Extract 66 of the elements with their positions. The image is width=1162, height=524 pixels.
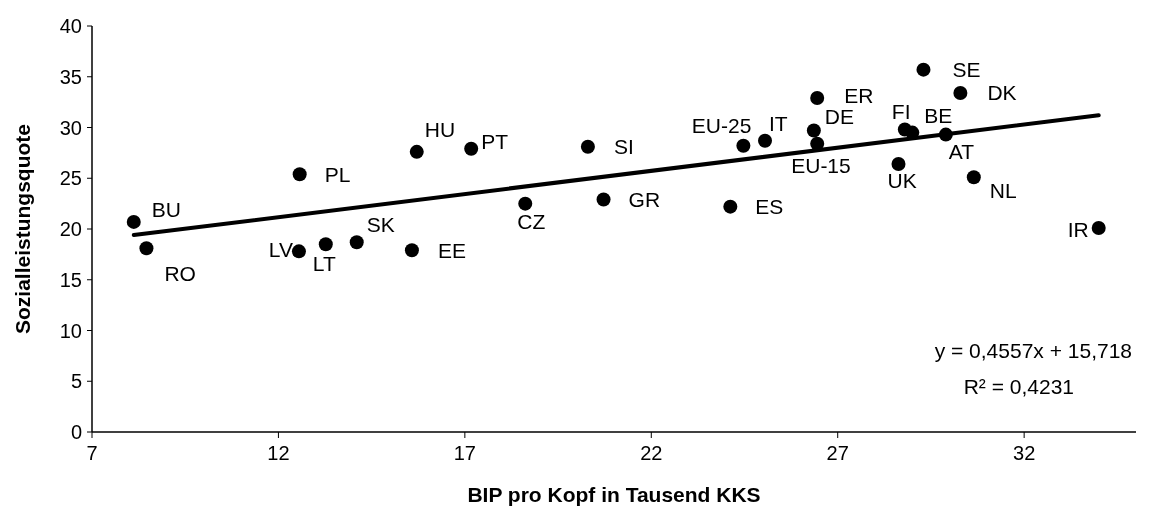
annotation: IR [1067,218,1089,242]
x-tick-label: 32 [1013,442,1036,464]
point [126,214,141,229]
annotation: SI [613,135,634,159]
annotation: ER [844,83,874,107]
point [810,91,825,106]
annotation: RO [164,261,196,285]
point [736,138,751,153]
annotation: IT [769,112,788,136]
y-tick-label: 25 [59,167,82,190]
point [596,192,611,207]
y-tick-label: 35 [59,65,82,88]
y-tick-label: 15 [59,268,82,291]
x-axis-title: BIP pro Kopf in Tausend KKS [467,483,761,506]
annotation: LV [268,237,293,261]
annotation: FI [891,100,911,124]
point [580,139,595,154]
x-tick-label: 17 [453,442,476,464]
point [404,243,419,258]
point [409,144,424,159]
annotation: EU-25 [691,114,752,138]
point [953,85,968,100]
annotation: AT [948,140,975,164]
annotation: PL [324,162,351,186]
x-tick-label: 7 [86,442,98,464]
annotation: EE [437,238,466,262]
annotation: SE [952,58,981,82]
point [758,133,773,148]
annotation: GR [628,188,661,212]
annotation: PT [481,130,509,154]
annotation: y = 0,4557x + 15,718 [934,339,1132,362]
annotation: BU [151,198,181,222]
y-tick-label: 40 [59,15,82,37]
annotation: UK [887,168,917,192]
x-tick-label: 22 [640,442,663,464]
point [966,170,981,185]
point [518,196,533,211]
point [139,241,154,256]
annotation: CZ [517,210,546,234]
annotation: NL [989,178,1017,202]
y-tick-label: 20 [59,218,82,240]
y-axis-title: Sozialleistungsquote [11,123,34,335]
y-tick-label: 10 [59,319,82,342]
point [292,167,307,182]
point [1091,220,1106,235]
annotation: DK [987,81,1017,105]
y-tick-label: 5 [70,370,82,393]
annotation: DE [824,105,855,129]
y-tick-label: 30 [59,116,82,139]
annotation: R² = 0,4231 [963,375,1074,398]
point [464,141,479,156]
annotation: EU-15 [791,154,851,178]
x-tick-label: 12 [267,442,290,464]
annotation: ES [755,195,784,219]
y-tick-label: 0 [70,421,82,443]
point [891,157,906,172]
annotation: HU [424,118,456,142]
point [916,62,931,77]
annotation: SK [366,212,395,236]
point [806,123,821,138]
point [723,199,738,214]
point [318,237,333,252]
x-tick-label: 27 [826,442,849,464]
annotation: LT [312,251,336,275]
annotation: BE [924,104,953,128]
point [349,235,364,250]
